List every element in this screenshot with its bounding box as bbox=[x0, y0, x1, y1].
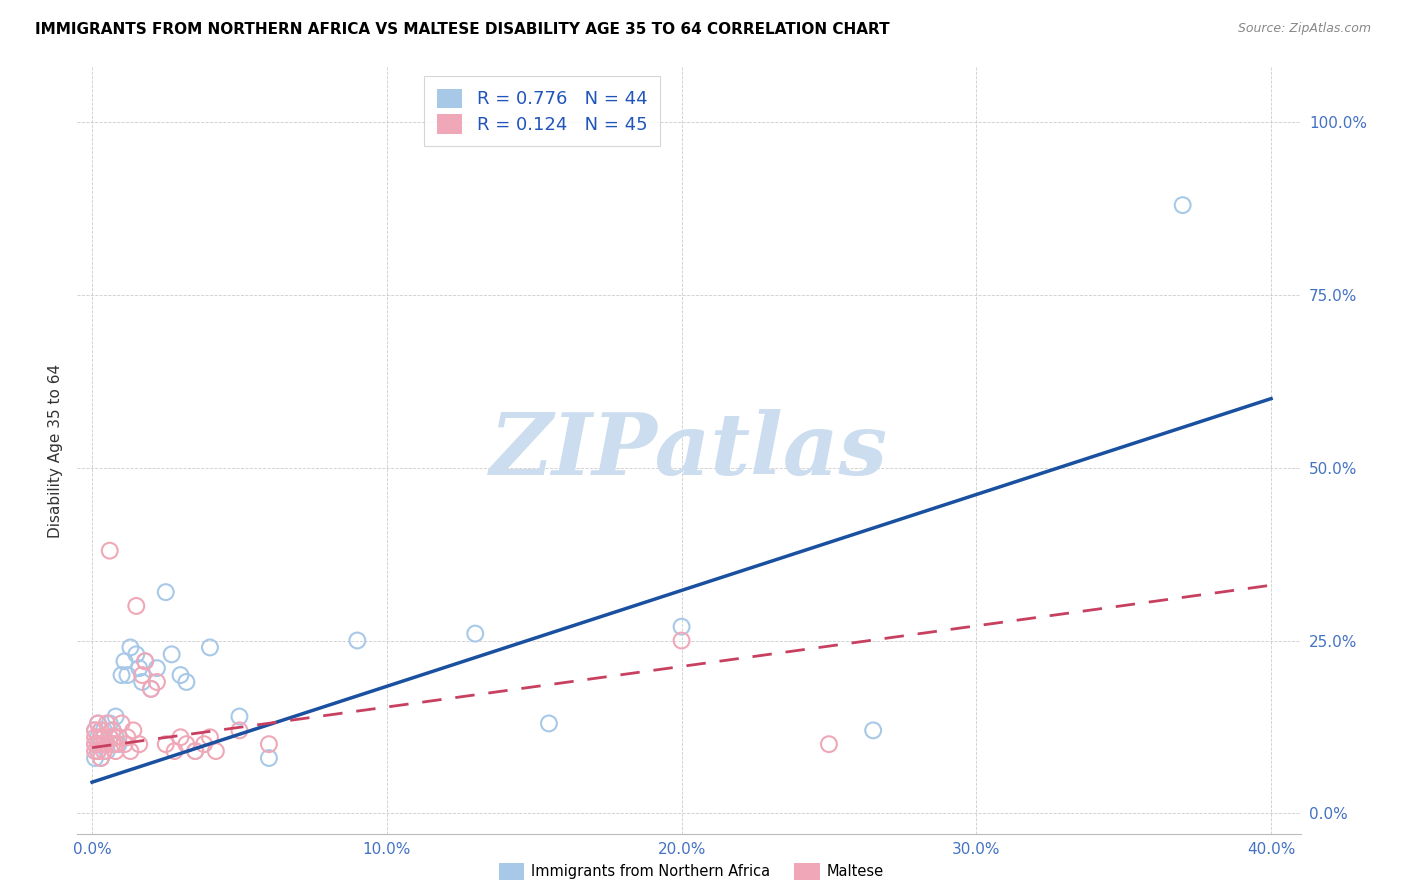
Point bbox=[93, 731, 115, 745]
Text: IMMIGRANTS FROM NORTHERN AFRICA VS MALTESE DISABILITY AGE 35 TO 64 CORRELATION C: IMMIGRANTS FROM NORTHERN AFRICA VS MALTE… bbox=[35, 22, 890, 37]
Point bbox=[101, 723, 124, 738]
Point bbox=[169, 668, 191, 682]
Point bbox=[98, 543, 121, 558]
Point bbox=[131, 668, 153, 682]
Point bbox=[198, 731, 221, 745]
Point bbox=[104, 737, 127, 751]
Point bbox=[346, 633, 368, 648]
Point bbox=[96, 737, 118, 751]
Point bbox=[101, 737, 124, 751]
Text: Maltese: Maltese bbox=[827, 864, 884, 879]
Point bbox=[134, 654, 156, 668]
Point bbox=[176, 737, 198, 751]
Point bbox=[107, 737, 129, 751]
Point bbox=[184, 744, 207, 758]
Point bbox=[862, 723, 884, 738]
Point bbox=[98, 716, 121, 731]
Point bbox=[122, 723, 145, 738]
Text: ZIPatlas: ZIPatlas bbox=[489, 409, 889, 492]
Point bbox=[205, 744, 228, 758]
Point bbox=[104, 744, 127, 758]
Point bbox=[198, 640, 221, 655]
Point bbox=[110, 668, 132, 682]
Point bbox=[146, 661, 169, 675]
Point bbox=[184, 744, 207, 758]
Point bbox=[120, 744, 142, 758]
Point bbox=[84, 737, 107, 751]
Legend: R = 0.776   N = 44, R = 0.124   N = 45: R = 0.776 N = 44, R = 0.124 N = 45 bbox=[425, 76, 659, 146]
Point bbox=[90, 751, 112, 765]
Point bbox=[155, 737, 177, 751]
Point bbox=[818, 737, 841, 751]
Point bbox=[134, 654, 156, 668]
Point bbox=[101, 723, 124, 738]
Point bbox=[87, 731, 110, 745]
Point bbox=[84, 751, 107, 765]
Point bbox=[90, 723, 112, 738]
Point bbox=[87, 716, 110, 731]
Point bbox=[84, 737, 107, 751]
Point bbox=[87, 737, 110, 751]
Point bbox=[107, 731, 129, 745]
Point bbox=[93, 737, 115, 751]
Point bbox=[128, 661, 150, 675]
Point bbox=[84, 723, 107, 738]
Point bbox=[139, 681, 162, 696]
Point bbox=[87, 744, 110, 758]
Point bbox=[155, 585, 177, 599]
Point bbox=[96, 716, 118, 731]
Point bbox=[117, 668, 139, 682]
Point bbox=[87, 716, 110, 731]
Point bbox=[120, 640, 142, 655]
Y-axis label: Disability Age 35 to 64: Disability Age 35 to 64 bbox=[48, 363, 63, 538]
Point bbox=[117, 731, 139, 745]
Point bbox=[176, 675, 198, 690]
Point bbox=[110, 716, 132, 731]
Point bbox=[93, 723, 115, 738]
Point bbox=[90, 723, 112, 738]
Point bbox=[96, 744, 118, 758]
Point bbox=[104, 731, 127, 745]
Point bbox=[1171, 198, 1194, 212]
Point bbox=[464, 626, 486, 640]
Point bbox=[98, 731, 121, 745]
Point bbox=[90, 751, 112, 765]
Point bbox=[146, 675, 169, 690]
Point bbox=[537, 716, 560, 731]
Point bbox=[98, 731, 121, 745]
Point bbox=[257, 751, 280, 765]
Point bbox=[671, 633, 693, 648]
Text: Source: ZipAtlas.com: Source: ZipAtlas.com bbox=[1237, 22, 1371, 36]
Text: Immigrants from Northern Africa: Immigrants from Northern Africa bbox=[531, 864, 770, 879]
Point bbox=[84, 731, 107, 745]
Point bbox=[90, 731, 112, 745]
Point bbox=[160, 648, 183, 662]
Point bbox=[114, 737, 136, 751]
Point bbox=[93, 744, 115, 758]
Point bbox=[169, 731, 191, 745]
Point bbox=[84, 723, 107, 738]
Point bbox=[228, 723, 250, 738]
Point bbox=[193, 737, 215, 751]
Point bbox=[93, 731, 115, 745]
Point bbox=[125, 599, 148, 613]
Point bbox=[671, 620, 693, 634]
Point bbox=[228, 709, 250, 723]
Point bbox=[257, 737, 280, 751]
Point bbox=[128, 737, 150, 751]
Point bbox=[114, 654, 136, 668]
Point bbox=[104, 709, 127, 723]
Point bbox=[90, 737, 112, 751]
Point bbox=[87, 744, 110, 758]
Point bbox=[96, 737, 118, 751]
Point bbox=[125, 648, 148, 662]
Point bbox=[139, 681, 162, 696]
Point bbox=[101, 737, 124, 751]
Point bbox=[131, 675, 153, 690]
Point bbox=[84, 744, 107, 758]
Point bbox=[163, 744, 186, 758]
